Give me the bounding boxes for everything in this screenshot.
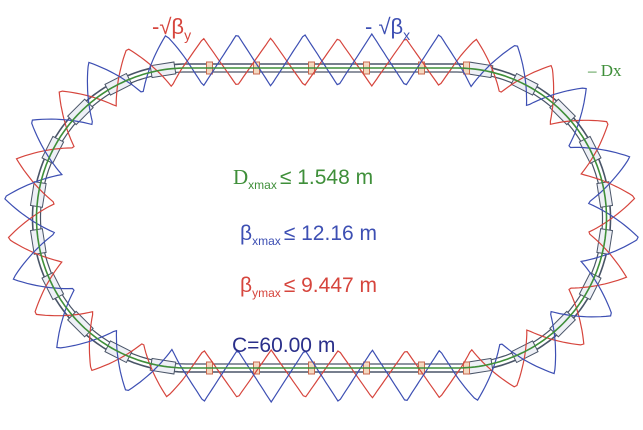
ring-inner-path (39, 71, 604, 365)
arc-magnets (29, 61, 614, 375)
beta-x-label-sub: x (403, 27, 410, 43)
betaxmax-stat: βxmax ≤ 12.16 m (240, 222, 377, 248)
circumference-stat: C=60.00 m (232, 334, 335, 357)
betaymax-subscript: ymax (252, 286, 281, 300)
betaxmax-value: ≤ 12.16 m (284, 222, 377, 245)
beta-x-label: - √βx (365, 14, 410, 43)
dxmax-stat: Dxmax ≤ 1.548 m (233, 165, 373, 192)
betaxmax-subscript: xmax (252, 234, 281, 248)
beta-y-curve (7, 37, 636, 399)
ring-outer-path (31, 63, 612, 373)
dxmax-symbol: D (233, 165, 248, 189)
dxmax-value: ≤ 1.548 m (280, 166, 373, 189)
betaymax-stat: βymax ≤ 9.447 m (240, 274, 377, 300)
beta-x-label-prefix: - √β (365, 14, 403, 39)
straight-section-magnets (206, 61, 470, 375)
beta-y-label-prefix: -√β (152, 14, 184, 39)
betaymax-symbol: β (240, 274, 252, 297)
beta-y-label-sub: y (184, 27, 191, 43)
beta-y-label: -√βy (152, 14, 191, 43)
storage-ring (31, 63, 612, 373)
dispersion-label: – Dx (587, 61, 622, 80)
beta-x-curve (4, 32, 639, 404)
dxmax-subscript: xmax (248, 178, 277, 192)
betaymax-value: ≤ 9.447 m (284, 274, 377, 297)
dispersion-curve (35, 67, 608, 369)
betaxmax-symbol: β (240, 222, 252, 245)
